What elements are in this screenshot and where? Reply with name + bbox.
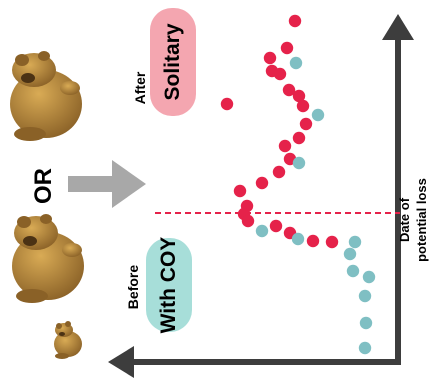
red-dot [296,99,310,113]
after-label: After [132,71,148,105]
vertical-axis-arrowhead [382,14,414,40]
red-dot [325,235,339,249]
teal-dot [359,316,373,330]
teal-dot [362,270,376,284]
teal-dot [255,224,269,238]
red-dot [241,214,255,228]
before-label: Before [125,264,141,310]
red-dot [220,97,234,111]
red-dot [233,184,247,198]
red-dot [306,234,320,248]
teal-dot [291,232,305,246]
adult-bear-icon [10,51,82,141]
teal-dot [343,247,357,261]
red-dot [272,165,286,179]
solitary-pill [150,8,196,116]
red-dot [278,139,292,153]
teal-dot [289,56,303,70]
with-coy-pill [146,238,192,332]
red-dot [280,41,294,55]
red-dot [273,67,287,81]
red-dot [288,14,302,28]
solitary-label: Solitary [161,23,184,101]
red-dot [282,83,296,97]
cub-bear-icon [54,321,82,359]
teal-dot [358,341,372,355]
teal-dot [311,108,325,122]
teal-dot [346,264,360,278]
red-dot [269,219,283,233]
horizontal-axis-arrowhead [108,346,134,378]
or-label: OR [30,168,57,204]
teal-dot [292,156,306,170]
red-dot [263,51,277,65]
red-dot [292,89,306,103]
with-coy-label: With COY [157,236,180,334]
date-label-line1: Date of [397,197,412,243]
data-points [220,14,376,355]
red-dot [255,176,269,190]
adult-bear-icon [12,214,84,303]
red-dot [299,117,313,131]
right-arrow-icon [68,160,146,208]
date-of-potential-loss-label: Date of potential loss [396,165,436,275]
teal-dot [358,289,372,303]
red-dot [292,131,306,145]
teal-dot [348,235,362,249]
date-label-line2: potential loss [414,178,429,262]
